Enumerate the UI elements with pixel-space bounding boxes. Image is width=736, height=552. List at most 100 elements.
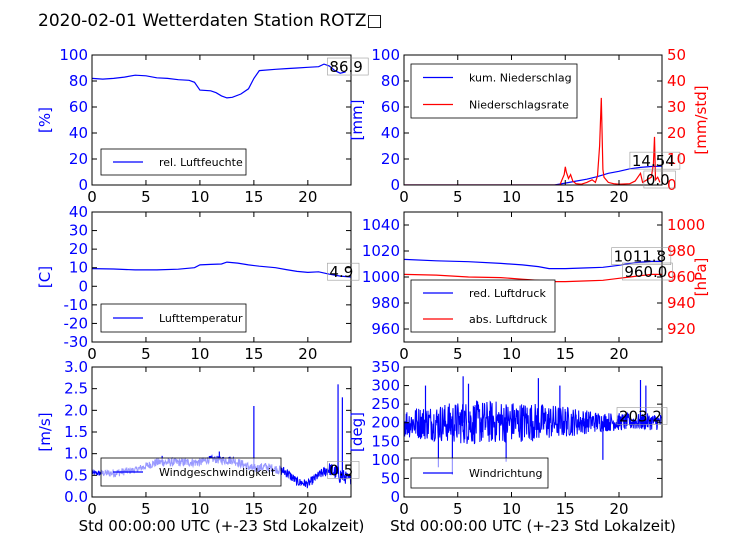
y-tick-label-pressure: 980 — [371, 294, 400, 312]
legend-label-wind_direction-0: Windrichtung — [469, 467, 542, 480]
y-tick-label-wind_direction: 200 — [371, 414, 400, 432]
x-tick-label-temperature: 5 — [141, 345, 151, 363]
y-tick-label-wind_direction: 0 — [390, 488, 400, 506]
value-box-wind_direction-0 — [616, 407, 668, 425]
series-line-precip-1 — [404, 97, 661, 185]
x-tick-label-pressure: 10 — [502, 345, 521, 363]
y-tick-label-wind_speed: 3.0 — [64, 358, 88, 376]
legend-label-wind_speed-0: Windgeschwindigkeit — [159, 466, 276, 479]
plot-area-pressure — [404, 258, 662, 283]
series-line-humidity-0 — [92, 63, 346, 99]
series-line-pressure-0 — [404, 258, 662, 270]
y-axis-label-wind_direction: [deg] — [348, 412, 366, 452]
legend-frame-pressure — [410, 279, 556, 333]
y-tick-label-humidity: 40 — [69, 124, 88, 142]
series-line-precip-0 — [404, 165, 662, 185]
x-tick-label-wind_speed: 5 — [141, 500, 151, 518]
x-tick-label-pressure: 5 — [453, 345, 463, 363]
x-tick-label-temperature: 0 — [87, 345, 97, 363]
value-label-pressure-1: 960.0 — [624, 263, 667, 281]
x-tick-label-wind_direction: 5 — [453, 500, 463, 518]
x-tick-label-pressure: 15 — [556, 345, 575, 363]
x-tick-label-wind_direction: 15 — [556, 500, 575, 518]
legend-label-pressure-0: red. Luftdruck — [469, 287, 546, 300]
x-tick-label-humidity: 5 — [141, 188, 151, 206]
x-tick-label-humidity: 10 — [190, 188, 209, 206]
y-tick-label-temperature: 20 — [69, 240, 88, 258]
y-axis-label-temperature: [C] — [36, 266, 54, 288]
y-tick-label-precip: 20 — [381, 150, 400, 168]
y-tick-label-humidity: 60 — [69, 98, 88, 116]
value-label-wind_direction-0: 203.2 — [619, 408, 662, 426]
y2-tick-label-pressure: 1000 — [667, 216, 705, 234]
y-tick-label-wind_speed: 2.0 — [64, 401, 88, 419]
y-tick-label-humidity: 80 — [69, 72, 88, 90]
y2-tick-label-precip: 30 — [667, 98, 686, 116]
subplot-wind_speed: 0 5 10 15 20 0.0 0.5 1.0 1.5 2.0 2.5 3.0 [m/s] Std 00… — [36, 358, 364, 535]
y2-tick-label-pressure: 980 — [667, 242, 696, 260]
y2-tick-label-pressure: 960 — [667, 268, 696, 286]
plot-area-precip — [404, 97, 662, 185]
y-tick-label-humidity: 20 — [69, 150, 88, 168]
y-tick-label-temperature: 30 — [69, 222, 88, 240]
x-tick-label-precip: 5 — [453, 188, 463, 206]
value-label-precip-1: 0.0 — [646, 171, 670, 189]
subplot-precip: 0 5 10 15 20 0 20 40 60 80 100 0 10 20 30 40 50 [mm] [mm/s… — [348, 46, 710, 206]
y-tick-label-temperature: -30 — [64, 333, 89, 351]
y-tick-label-wind_direction: 150 — [371, 432, 400, 450]
y-tick-label-pressure: 1020 — [362, 242, 400, 260]
y-tick-label-pressure: 1000 — [362, 268, 400, 286]
y-tick-label-wind_direction: 50 — [381, 469, 400, 487]
y2-tick-label-pressure: 940 — [667, 294, 696, 312]
y-tick-label-temperature: -10 — [64, 296, 89, 314]
legend-wind_direction: Windrichtung — [410, 457, 549, 489]
y-tick-label-humidity: 100 — [59, 46, 88, 64]
y-tick-label-wind_direction: 300 — [371, 377, 400, 395]
legend-pressure: red. Luftdruck abs. Luftdruck — [410, 279, 556, 333]
y-tick-label-wind_direction: 100 — [371, 451, 400, 469]
legend-humidity: rel. Luftfeuchte — [100, 148, 247, 176]
axes-frame-temperature — [91, 211, 352, 343]
y-tick-label-wind_speed: 0.0 — [64, 488, 88, 506]
value-label-wind_speed-0: 0.5 — [329, 461, 353, 479]
value-box-humidity-0 — [327, 57, 369, 76]
y-tick-label-precip: 100 — [371, 46, 400, 64]
legend-label-precip-0: kum. Niederschlag — [469, 72, 572, 85]
y-tick-label-precip: 0 — [390, 176, 400, 194]
legend-precip: kum. Niederschlag Niederschlagsrate — [410, 63, 578, 119]
x-tick-label-temperature: 15 — [244, 345, 263, 363]
x-tick-label-humidity: 0 — [87, 188, 97, 206]
legend-label-precip-1: Niederschlagsrate — [469, 99, 569, 112]
legend-label-pressure-1: abs. Luftdruck — [469, 313, 548, 326]
value-box-wind_speed-0 — [327, 461, 360, 479]
y2-tick-label-precip: 20 — [667, 124, 686, 142]
x-tick-label-precip: 0 — [399, 188, 409, 206]
x-tick-label-precip: 20 — [609, 188, 628, 206]
legend-temperature: Lufttemperatur — [100, 303, 247, 333]
x-tick-label-precip: 10 — [502, 188, 521, 206]
x-tick-label-temperature: 10 — [190, 345, 209, 363]
x-tick-label-humidity: 15 — [244, 188, 263, 206]
y-axis-label-wind_speed: [m/s] — [36, 412, 54, 451]
x-tick-label-precip: 15 — [556, 188, 575, 206]
y2-axis-label-pressure: [hPa] — [692, 258, 710, 297]
subplot-pressure: 0 5 10 15 2096098010001020104092094096098010… — [362, 211, 710, 363]
plot-area-temperature — [92, 261, 351, 278]
legend-label-humidity-0: rel. Luftfeuchte — [159, 156, 243, 169]
value-label-precip-0: 14.54 — [632, 152, 675, 170]
figure-title: 2020-02-01 Wetterdaten Station ROTZ□ — [38, 11, 383, 31]
y-tick-label-wind_speed: 1.5 — [64, 423, 88, 441]
axes-frame-wind_direction — [403, 366, 663, 498]
y2-tick-label-precip: 0 — [667, 176, 677, 194]
value-box-precip-0 — [629, 151, 681, 170]
legend-wind_speed: Windgeschwindigkeit — [100, 457, 282, 487]
legend-frame-precip — [410, 63, 578, 119]
value-label-temperature-0: 4.9 — [329, 263, 353, 281]
axes-frame-humidity — [91, 54, 352, 186]
y-tick-label-wind_speed: 0.5 — [64, 466, 88, 484]
y-tick-label-wind_direction: 350 — [371, 358, 400, 376]
